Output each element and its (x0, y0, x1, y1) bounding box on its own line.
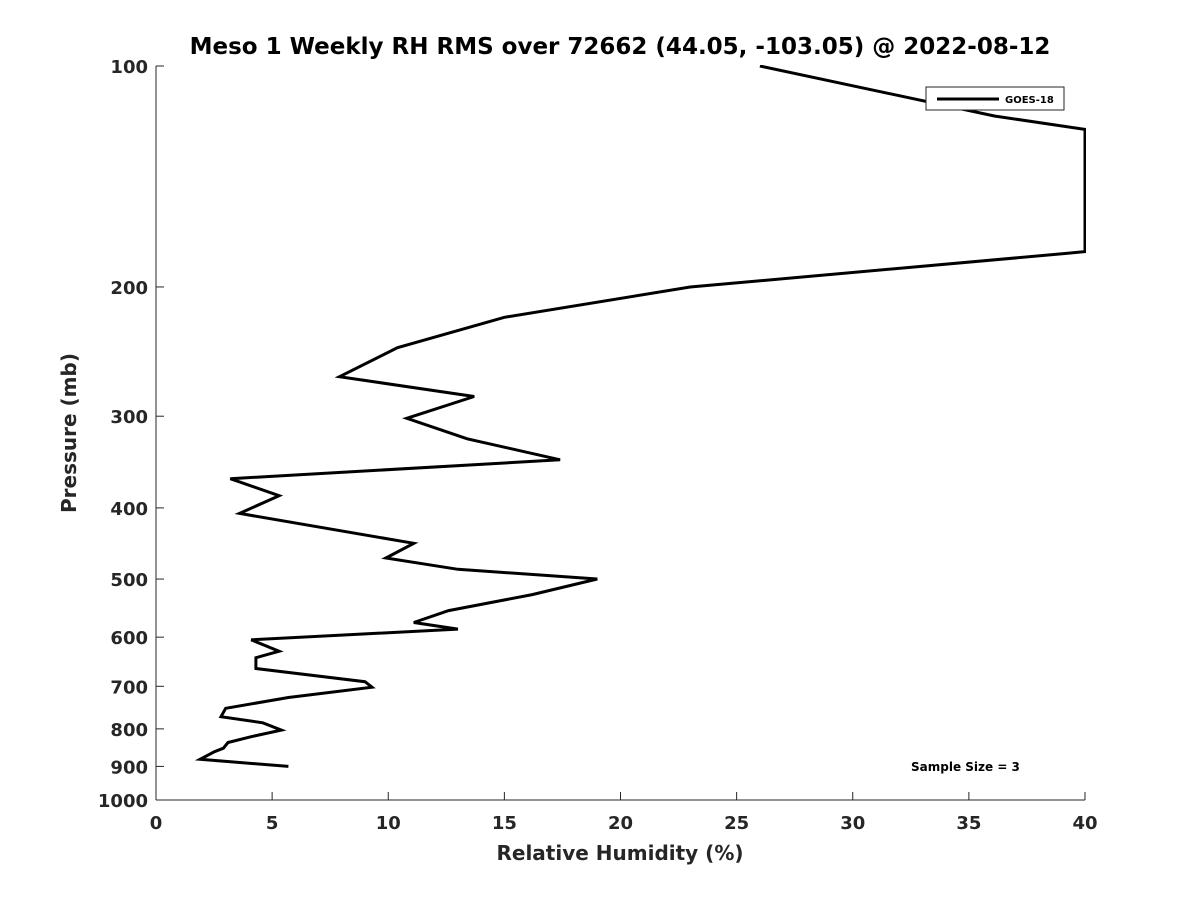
y-tick-label: 200 (110, 278, 148, 299)
legend: GOES-18 (925, 86, 1065, 111)
x-tick-label: 25 (724, 813, 749, 834)
x-axis-label: Relative Humidity (%) (496, 841, 743, 865)
y-tick-label: 600 (110, 628, 148, 649)
y-tick-label: 1000 (98, 791, 148, 812)
y-tick-label: 300 (110, 407, 148, 428)
axes (155, 66, 1085, 801)
y-axis-label: Pressure (mb) (57, 353, 81, 513)
legend-label-goes-18: GOES-18 (1005, 95, 1054, 106)
y-tick-label: 700 (110, 677, 148, 698)
x-tick-label: 5 (266, 813, 279, 834)
y-tick-label: 500 (110, 570, 148, 591)
y-tick-label: 800 (110, 720, 148, 741)
x-tick-label: 15 (492, 813, 517, 834)
y-tick-label: 100 (110, 57, 148, 78)
chart-title: Meso 1 Weekly RH RMS over 72662 (44.05, … (190, 34, 1051, 60)
x-axis-ticks: 0 5 10 15 20 25 30 35 40 (150, 792, 1098, 834)
sample-size-annotation: Sample Size = 3 (911, 760, 1020, 774)
y-tick-label: 400 (110, 499, 148, 520)
x-tick-label: 40 (1072, 813, 1097, 834)
series-lines (194, 65, 1086, 768)
y-tick-label: 900 (110, 757, 148, 778)
x-tick-label: 30 (840, 813, 865, 834)
x-tick-label: 20 (608, 813, 633, 834)
x-tick-label: 10 (376, 813, 401, 834)
x-tick-label: 0 (150, 813, 163, 834)
y-axis-ticks: 100 200 300 400 500 600 700 800 900 1000 (98, 57, 164, 812)
series-line-goes-18 (194, 65, 1086, 768)
x-tick-label: 35 (956, 813, 981, 834)
